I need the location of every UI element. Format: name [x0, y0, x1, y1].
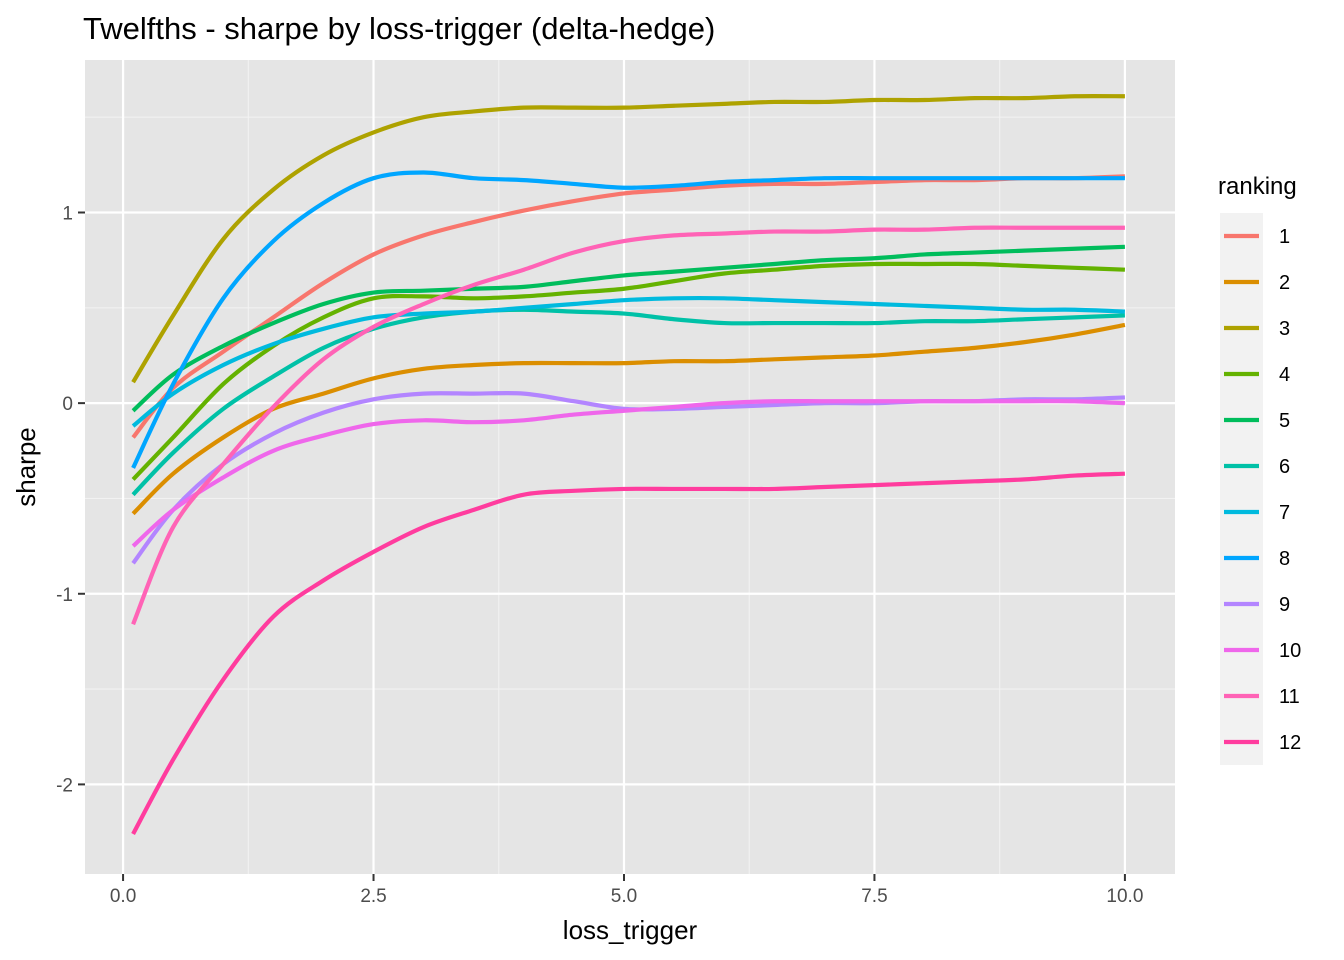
y-axis-title: sharpe — [11, 427, 41, 507]
x-axis: 0.0 2.5 5.0 7.5 10.0 — [110, 874, 1143, 907]
x-tick-label: 2.5 — [360, 886, 386, 907]
legend-label-7: 7 — [1279, 502, 1290, 524]
legend-label-9: 9 — [1279, 594, 1290, 616]
x-tick-label: 5.0 — [611, 886, 637, 907]
series-line-10 — [131, 398, 1125, 548]
y-tick-label: 1 — [62, 204, 73, 225]
series-line-7 — [131, 295, 1125, 428]
y-axis: -2 -1 0 1 — [56, 204, 85, 796]
x-tick-label: 10.0 — [1106, 886, 1143, 907]
legend-title: ranking — [1218, 173, 1297, 200]
series-line-5 — [131, 244, 1125, 413]
series-lines — [131, 93, 1126, 835]
legend-label-11: 11 — [1279, 686, 1300, 708]
x-tick-label: 7.5 — [861, 886, 887, 907]
legend-label-2: 2 — [1279, 272, 1290, 294]
y-tick-label: -1 — [56, 585, 73, 606]
series-line-12 — [131, 471, 1125, 835]
grid-major-lines — [85, 60, 1175, 874]
legend-label-8: 8 — [1279, 548, 1290, 570]
chart-title: Twelfths - sharpe by loss-trigger (delta… — [83, 11, 715, 46]
y-tick-label: 0 — [62, 394, 73, 415]
series-line-2 — [131, 322, 1126, 516]
legend-label-3: 3 — [1279, 318, 1290, 340]
x-axis-title: loss_trigger — [563, 915, 698, 945]
legend-label-12: 12 — [1279, 732, 1301, 754]
series-line-3 — [131, 93, 1125, 384]
legend-label-4: 4 — [1279, 364, 1290, 386]
series-line-11 — [131, 225, 1125, 626]
legend-label-5: 5 — [1279, 410, 1290, 432]
legend-label-10: 10 — [1279, 640, 1301, 662]
series-line-6 — [131, 307, 1125, 497]
y-tick-label: -2 — [56, 775, 73, 796]
x-tick-label: 0.0 — [110, 886, 136, 907]
series-line-8 — [131, 170, 1125, 469]
legend-label-6: 6 — [1279, 456, 1290, 478]
legend-label-1: 1 — [1279, 226, 1290, 248]
